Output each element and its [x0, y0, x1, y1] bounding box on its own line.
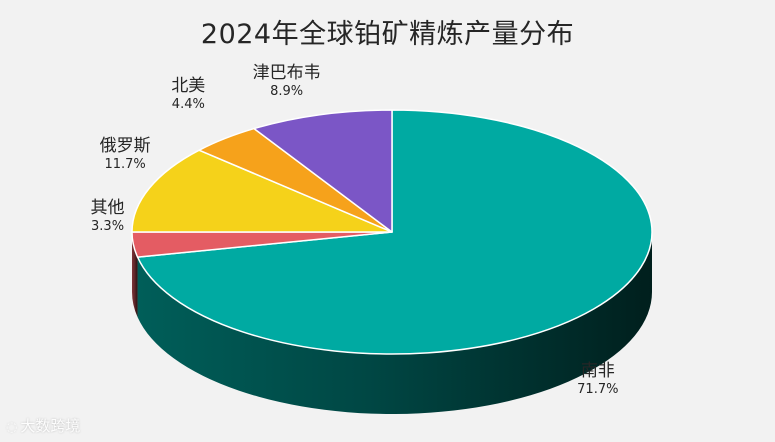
slice-label-其他: 其他 3.3% — [68, 198, 148, 236]
watermark: ◌ 大数跨境 — [6, 415, 80, 436]
logo-icon: ◌ — [6, 420, 18, 435]
slice-value-label: 3.3% — [91, 219, 125, 235]
slice-category-label: 北美 — [171, 76, 206, 97]
slice-俄罗斯 — [131, 149, 393, 233]
slice-category-label: 津巴布韦 — [252, 62, 321, 83]
slice-side-南非 — [137, 232, 652, 414]
slice-value-label: 4.4% — [171, 97, 205, 113]
slice-value-label: 11.7% — [104, 157, 146, 173]
pie-top-faces — [131, 109, 653, 355]
slice-value-label: 71.7% — [577, 382, 619, 398]
pie-side-walls — [132, 232, 652, 414]
slice-label-北美: 北美 4.4% — [148, 76, 228, 114]
slice-category-label: 俄罗斯 — [99, 135, 151, 156]
chart-title: 2024年全球铂矿精炼产量分布 — [200, 19, 575, 50]
slice-南非 — [136, 109, 653, 355]
slice-label-俄罗斯: 俄罗斯 11.7% — [85, 136, 165, 174]
slice-津巴布韦 — [253, 109, 393, 233]
slice-value-label: 8.9% — [270, 83, 304, 99]
slice-side-其他 — [132, 232, 138, 318]
slice-category-label: 其他 — [90, 197, 125, 218]
slice-label-南非: 南非 71.7% — [558, 361, 638, 399]
slice-label-津巴布韦: 津巴布韦 8.9% — [247, 63, 327, 101]
slice-category-label: 南非 — [580, 360, 615, 381]
watermark-text: 大数跨境 — [20, 417, 81, 435]
